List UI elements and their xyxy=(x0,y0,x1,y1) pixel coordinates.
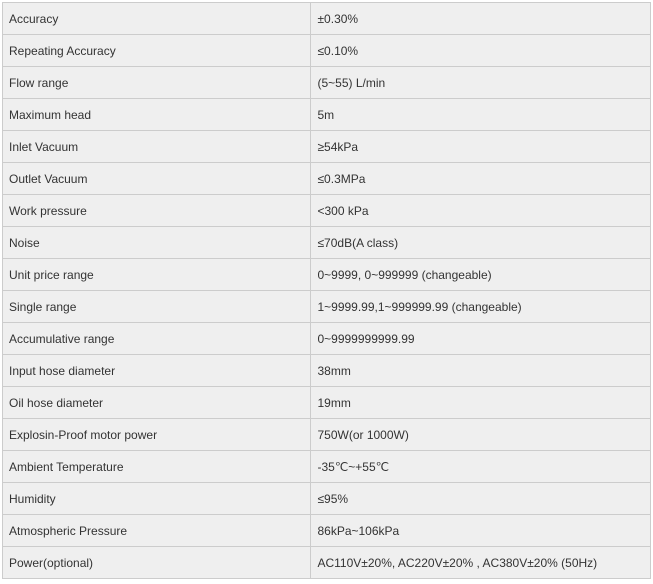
table-row: Accumulative range0~9999999999.99 xyxy=(3,323,651,355)
spec-value: 5m xyxy=(311,99,651,131)
spec-value: (5~55) L/min xyxy=(311,67,651,99)
spec-value: ≤0.10% xyxy=(311,35,651,67)
spec-value: -35℃~+55℃ xyxy=(311,451,651,483)
spec-label: Repeating Accuracy xyxy=(3,35,311,67)
spec-label: Humidity xyxy=(3,483,311,515)
spec-value: 38mm xyxy=(311,355,651,387)
specs-table: Accuracy±0.30% Repeating Accuracy≤0.10% … xyxy=(2,2,651,579)
table-row: Ambient Temperature-35℃~+55℃ xyxy=(3,451,651,483)
table-row: Oil hose diameter19mm xyxy=(3,387,651,419)
spec-label: Oil hose diameter xyxy=(3,387,311,419)
spec-label: Explosin-Proof motor power xyxy=(3,419,311,451)
spec-value: ≥54kPa xyxy=(311,131,651,163)
spec-value: ≤70dB(A class) xyxy=(311,227,651,259)
spec-label: Atmospheric Pressure xyxy=(3,515,311,547)
spec-label: Power(optional) xyxy=(3,547,311,579)
spec-label: Ambient Temperature xyxy=(3,451,311,483)
table-row: Work pressure<300 kPa xyxy=(3,195,651,227)
spec-value: AC110V±20%, AC220V±20% , AC380V±20% (50H… xyxy=(311,547,651,579)
spec-label: Input hose diameter xyxy=(3,355,311,387)
spec-value: ≤0.3MPa xyxy=(311,163,651,195)
table-row: Flow range(5~55) L/min xyxy=(3,67,651,99)
spec-label: Unit price range xyxy=(3,259,311,291)
spec-label: Single range xyxy=(3,291,311,323)
spec-label: Flow range xyxy=(3,67,311,99)
spec-value: 19mm xyxy=(311,387,651,419)
table-row: Repeating Accuracy≤0.10% xyxy=(3,35,651,67)
spec-label: Accuracy xyxy=(3,3,311,35)
spec-value: ≤95% xyxy=(311,483,651,515)
spec-value: ±0.30% xyxy=(311,3,651,35)
spec-label: Outlet Vacuum xyxy=(3,163,311,195)
spec-value: 86kPa~106kPa xyxy=(311,515,651,547)
spec-label: Noise xyxy=(3,227,311,259)
table-row: Noise≤70dB(A class) xyxy=(3,227,651,259)
table-row: Input hose diameter38mm xyxy=(3,355,651,387)
spec-value: 750W(or 1000W) xyxy=(311,419,651,451)
table-row: Explosin-Proof motor power750W(or 1000W) xyxy=(3,419,651,451)
spec-label: Work pressure xyxy=(3,195,311,227)
table-row: Power(optional)AC110V±20%, AC220V±20% , … xyxy=(3,547,651,579)
spec-label: Maximum head xyxy=(3,99,311,131)
table-row: Maximum head5m xyxy=(3,99,651,131)
table-row: Outlet Vacuum≤0.3MPa xyxy=(3,163,651,195)
table-row: Inlet Vacuum≥54kPa xyxy=(3,131,651,163)
spec-value: 0~9999, 0~999999 (changeable) xyxy=(311,259,651,291)
table-row: Atmospheric Pressure86kPa~106kPa xyxy=(3,515,651,547)
spec-value: 1~9999.99,1~999999.99 (changeable) xyxy=(311,291,651,323)
specs-tbody: Accuracy±0.30% Repeating Accuracy≤0.10% … xyxy=(3,3,651,579)
table-row: Single range1~9999.99,1~999999.99 (chang… xyxy=(3,291,651,323)
spec-label: Accumulative range xyxy=(3,323,311,355)
spec-label: Inlet Vacuum xyxy=(3,131,311,163)
table-row: Humidity≤95% xyxy=(3,483,651,515)
spec-value: 0~9999999999.99 xyxy=(311,323,651,355)
table-row: Unit price range0~9999, 0~999999 (change… xyxy=(3,259,651,291)
spec-value: <300 kPa xyxy=(311,195,651,227)
table-row: Accuracy±0.30% xyxy=(3,3,651,35)
